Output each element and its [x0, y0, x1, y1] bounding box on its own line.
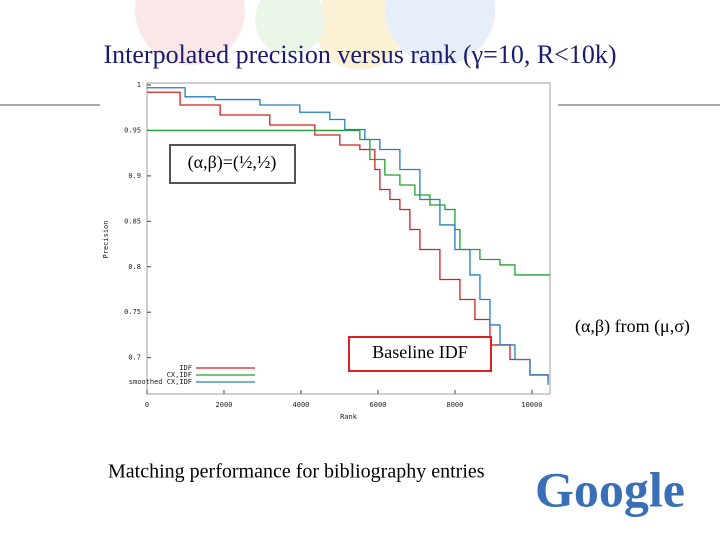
- annotation: (α,β)=(½,½): [188, 152, 277, 173]
- chart: 1 0.95 0.9 0.85 0.8 0.75 0.7 0 2000 4000 6000 8000 1…: [102, 81, 551, 421]
- legend-label: CX,IDF: [167, 371, 192, 379]
- legend-label: smoothed CX,IDF: [129, 378, 192, 386]
- series-line: [147, 87, 549, 385]
- x-tick-label: 8000: [446, 401, 463, 409]
- x-tick-label: 0: [145, 401, 149, 409]
- y-tick-label: 0.85: [124, 217, 141, 225]
- annotation-box: [169, 144, 296, 184]
- plot-frame: [146, 82, 551, 395]
- logo: Google: [535, 461, 685, 517]
- y-tick-label: 0.75: [124, 308, 141, 316]
- y-tick-label: 0.95: [124, 126, 141, 134]
- y-tick-label: 0.7: [128, 354, 141, 362]
- annotation: Baseline IDF: [372, 342, 467, 362]
- x-tick-label: 6000: [370, 401, 387, 409]
- y-tick-label: 1: [137, 81, 141, 89]
- y-tick-label: 0.9: [128, 172, 141, 180]
- annotation: (α,β) from (μ,σ): [575, 316, 690, 337]
- legend-label: IDF: [179, 364, 192, 372]
- y-tick-label: 0.8: [128, 263, 141, 271]
- caption: Matching performance for bibliography en…: [108, 461, 485, 483]
- x-tick-label: 10000: [521, 401, 542, 409]
- background-decoration: [135, 0, 495, 70]
- series-line: [147, 129, 550, 276]
- y-axis-label: Precision: [102, 221, 110, 259]
- x-axis-label: Rank: [340, 413, 358, 421]
- annotation-box: [348, 336, 492, 372]
- slide-title: Interpolated precision versus rank (γ=10…: [103, 40, 616, 69]
- x-tick-label: 4000: [293, 401, 310, 409]
- x-tick-label: 2000: [216, 401, 233, 409]
